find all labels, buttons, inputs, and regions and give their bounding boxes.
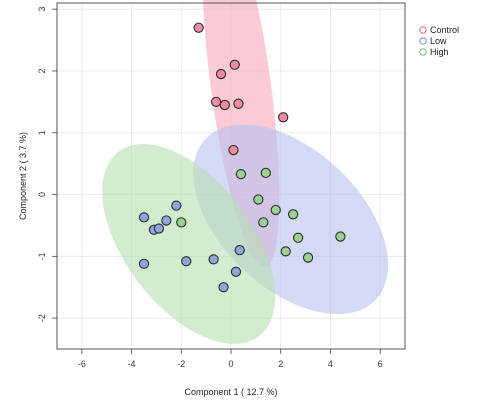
y-tick-label: 3 xyxy=(37,7,47,12)
point-control xyxy=(210,96,222,108)
y-tick-label: 2 xyxy=(37,68,47,73)
point-control xyxy=(278,112,289,123)
point-high xyxy=(253,194,264,205)
point-high xyxy=(258,217,269,228)
point-control xyxy=(193,22,204,33)
point-low xyxy=(181,256,192,267)
point-low xyxy=(153,223,165,234)
x-axis-ticks: -6 -4 -2 0 2 4 6 xyxy=(78,349,383,369)
legend-marker-low xyxy=(419,37,427,45)
x-tick-label: -4 xyxy=(128,359,136,369)
point-high xyxy=(292,232,304,243)
point-low xyxy=(230,266,242,277)
point-high xyxy=(176,217,187,228)
point-high xyxy=(335,231,346,242)
point-control xyxy=(228,144,239,156)
y-tick-label: -1 xyxy=(37,252,47,260)
point-high xyxy=(260,167,271,179)
x-tick-label: 6 xyxy=(378,359,383,369)
point-control xyxy=(229,59,240,70)
legend-label-low: Low xyxy=(430,36,447,46)
point-high xyxy=(270,204,281,216)
point-high xyxy=(235,168,247,180)
data-points xyxy=(138,22,346,293)
legend-marker-control xyxy=(419,26,427,34)
y-tick-label: -2 xyxy=(37,314,47,322)
x-tick-label: 2 xyxy=(278,359,283,369)
point-control xyxy=(219,99,230,111)
x-tick-label: 0 xyxy=(228,359,233,369)
point-low xyxy=(161,215,172,226)
point-low xyxy=(138,258,150,269)
legend-label-high: High xyxy=(430,47,449,57)
point-control xyxy=(233,98,244,109)
x-tick-label: -2 xyxy=(177,359,185,369)
point-low xyxy=(208,254,219,265)
x-tick-label: 4 xyxy=(328,359,333,369)
point-high xyxy=(302,252,314,263)
y-tick-label: 0 xyxy=(37,192,47,197)
point-low xyxy=(171,200,182,211)
y-axis-label: Component 2 ( 3.7 %) xyxy=(18,132,28,220)
y-tick-label: 1 xyxy=(37,130,47,135)
y-axis-ticks: -2 -1 0 1 2 3 xyxy=(37,7,57,322)
point-low xyxy=(138,212,150,223)
point-high xyxy=(280,246,291,257)
point-low xyxy=(234,244,245,256)
x-tick-label: -6 xyxy=(78,359,86,369)
ellipse-high xyxy=(102,144,276,344)
point-low xyxy=(218,282,229,293)
legend-marker-high xyxy=(419,48,427,56)
point-control xyxy=(215,68,227,80)
point-high xyxy=(287,209,299,220)
x-axis-label: Component 1 ( 12.7 %) xyxy=(184,387,277,397)
legend-label-control: Control xyxy=(430,25,459,35)
